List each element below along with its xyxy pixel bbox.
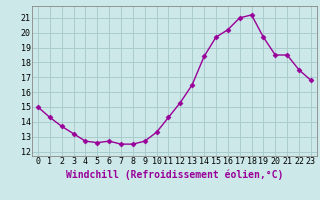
X-axis label: Windchill (Refroidissement éolien,°C): Windchill (Refroidissement éolien,°C) [66, 169, 283, 180]
